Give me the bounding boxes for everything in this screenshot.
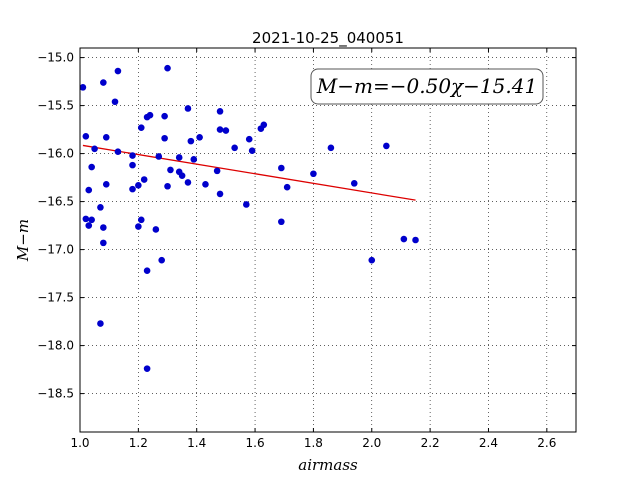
- data-point: [350, 180, 358, 187]
- data-point: [161, 112, 168, 120]
- data-point: [85, 222, 93, 229]
- data-point: [243, 201, 250, 208]
- data-point: [135, 181, 142, 189]
- data-point: [196, 133, 203, 141]
- data-point: [143, 365, 151, 372]
- data-point: [143, 267, 151, 275]
- data-point: [248, 147, 256, 155]
- data-point: [184, 179, 192, 186]
- annotation-box: [310, 68, 544, 105]
- data-point: [327, 144, 335, 152]
- x-axis-label: airmass: [298, 456, 358, 474]
- data-point: [216, 108, 224, 115]
- data-point: [278, 164, 285, 172]
- data-point: [155, 153, 163, 160]
- data-point: [114, 67, 122, 75]
- x-axis-ticks: 1.0 1.2 1.4 1.6 1.8 2.0 2.2 2.4 2.6: [70, 48, 556, 450]
- data-point: [310, 170, 317, 178]
- data-point: [202, 181, 209, 188]
- data-point: [216, 126, 224, 133]
- data-point: [82, 133, 90, 140]
- x-tick-label: 2.0: [362, 436, 381, 450]
- data-point: [164, 64, 171, 72]
- data-point: [383, 142, 390, 150]
- data-point: [140, 176, 148, 183]
- data-point: [102, 133, 110, 141]
- data-point: [79, 84, 87, 91]
- y-tick-label: −15.0: [37, 51, 74, 65]
- data-point: [283, 183, 291, 191]
- data-point: [82, 215, 90, 223]
- data-point: [91, 145, 98, 153]
- y-tick-label: −15.5: [37, 99, 74, 113]
- data-point: [137, 216, 145, 224]
- data-point: [178, 172, 186, 179]
- y-tick-label: −17.5: [37, 291, 74, 305]
- data-point: [175, 154, 183, 161]
- y-axis-label: M−m: [14, 219, 32, 262]
- grid-lines: [79, 48, 576, 432]
- data-point: [88, 216, 95, 224]
- data-point: [100, 224, 107, 231]
- data-point: [129, 185, 136, 193]
- plot-frame: [79, 47, 577, 433]
- data-point: [129, 161, 136, 169]
- fit-equation-annotation: M−m=−0.50χ−15.41: [316, 74, 537, 98]
- chart-title: 2021-10-25_040051: [252, 29, 404, 48]
- plot-area: [80, 48, 576, 432]
- data-point: [278, 218, 285, 226]
- y-tick-label: −18.0: [37, 339, 74, 353]
- y-tick-label: −16.0: [37, 147, 74, 161]
- y-tick-label: −17.0: [37, 243, 74, 257]
- data-point: [100, 79, 107, 86]
- data-point: [135, 223, 142, 230]
- data-point: [111, 98, 119, 106]
- data-point: [102, 181, 110, 188]
- data-point: [187, 137, 195, 145]
- data-point: [222, 127, 230, 134]
- data-point: [213, 167, 221, 175]
- data-point: [231, 144, 238, 152]
- y-axis-ticks: −15.0 −15.5 −16.0 −16.5 −17.0 −17.5 −18.0 −18.5: [37, 51, 576, 401]
- x-tick-label: 1.6: [246, 436, 265, 450]
- data-point: [85, 186, 93, 194]
- data-point: [260, 121, 268, 129]
- data-point: [158, 256, 165, 264]
- x-tick-label: 1.8: [304, 436, 323, 450]
- y-tick-label: −16.5: [37, 195, 74, 209]
- data-point: [245, 135, 253, 143]
- data-point: [184, 105, 192, 112]
- data-point: [88, 163, 95, 171]
- fit-line-group: [82, 144, 416, 201]
- x-tick-label: 2.6: [537, 436, 556, 450]
- y-tick-label: −18.5: [37, 387, 74, 401]
- data-point: [190, 156, 198, 163]
- data-point: [146, 111, 154, 119]
- data-point: [97, 320, 104, 327]
- data-point: [400, 235, 408, 243]
- data-point: [368, 256, 376, 264]
- x-tick-label: 1.2: [129, 436, 148, 450]
- data-point: [137, 124, 145, 131]
- x-tick-label: 1.4: [187, 436, 206, 450]
- x-tick-label: 2.4: [479, 436, 498, 450]
- data-point: [114, 148, 122, 155]
- x-tick-label: 1.0: [70, 436, 89, 450]
- data-point: [164, 182, 171, 190]
- fit-line: [82, 144, 416, 201]
- data-point: [97, 204, 104, 211]
- x-tick-label: 2.2: [421, 436, 440, 450]
- data-points: [79, 64, 419, 372]
- data-point: [161, 134, 168, 142]
- data-point: [100, 239, 107, 247]
- data-point: [129, 152, 136, 159]
- data-point: [167, 166, 174, 174]
- data-point: [412, 236, 419, 244]
- data-point: [152, 226, 160, 233]
- data-point: [216, 190, 224, 198]
